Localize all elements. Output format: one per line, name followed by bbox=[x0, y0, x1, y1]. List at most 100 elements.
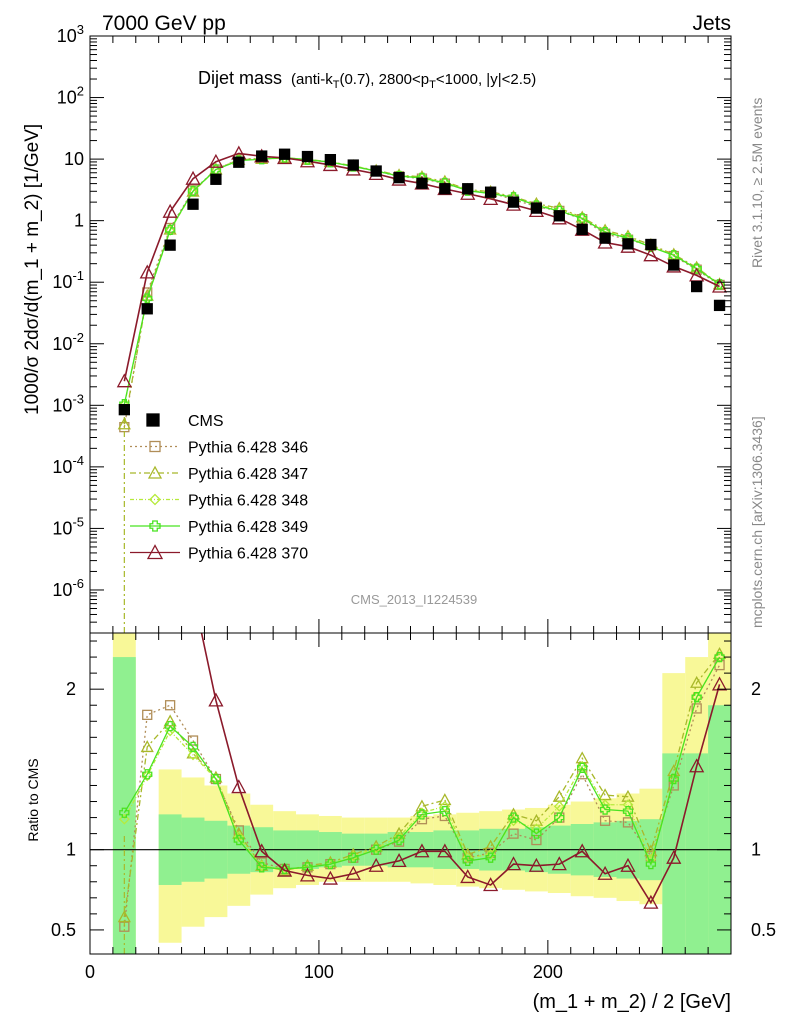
ratio-point-p349 bbox=[554, 812, 565, 823]
ratio-y-tick-label: 1 bbox=[66, 840, 76, 860]
mcplots-label: mcplots.cern.ch [arXiv:1306.3436] bbox=[749, 416, 765, 628]
ratio-point-p370 bbox=[460, 869, 476, 884]
ratio-point-p348 bbox=[553, 800, 565, 812]
ratio-point-p370 bbox=[368, 857, 384, 872]
x-tick-label: 0 bbox=[85, 962, 95, 982]
point-p347 bbox=[117, 417, 131, 430]
y-tick-label: 10 bbox=[64, 149, 84, 169]
ratio-point-p347 bbox=[484, 839, 498, 852]
legend-label: Pythia 6.428 346 bbox=[188, 440, 308, 457]
legend-marker bbox=[146, 544, 164, 560]
ratio-point-p370 bbox=[345, 865, 361, 880]
ratio-point-p346 bbox=[187, 735, 199, 746]
y-tick-label: 1 bbox=[74, 211, 84, 231]
ratio-point-p349 bbox=[439, 806, 450, 817]
ratio-point-p347 bbox=[529, 813, 544, 826]
legend-item: Pythia 6.428 370 bbox=[130, 544, 308, 563]
point-cms bbox=[462, 183, 474, 195]
ratio-point-p370 bbox=[276, 862, 293, 877]
ratio-point-p370 bbox=[437, 843, 453, 858]
ratio-point-p346 bbox=[508, 828, 519, 839]
ratio-point-p346 bbox=[142, 709, 153, 721]
ratio-y-tick-label: 2 bbox=[66, 679, 76, 699]
point-p370 bbox=[643, 247, 659, 262]
point-cms bbox=[622, 238, 634, 250]
ratio-point-p349 bbox=[371, 844, 382, 855]
y-axis-label: 1000/σ 2dσ/d(m_1 + m_2) [1/GeV] bbox=[22, 124, 43, 415]
point-p370 bbox=[116, 373, 132, 388]
plot-title-main: Dijet mass bbox=[198, 68, 282, 88]
legend-item: Pythia 6.428 348 bbox=[130, 493, 308, 510]
legend-marker bbox=[147, 465, 163, 479]
ratio-point-p348 bbox=[347, 850, 359, 862]
ratio-point-p347 bbox=[415, 799, 429, 812]
rivet-version-label: Rivet 3.1.10, ≥ 2.5M events bbox=[749, 98, 765, 268]
plot-title-sub1: T bbox=[333, 79, 340, 91]
point-cms bbox=[507, 196, 520, 208]
ratio-point-p370 bbox=[528, 857, 545, 872]
ratio-point-p349 bbox=[508, 812, 519, 823]
ratio-y-tick-label-right: 0.5 bbox=[751, 920, 776, 940]
point-cms bbox=[668, 259, 680, 271]
y-tick-label: 10-3 bbox=[52, 391, 84, 415]
point-cms bbox=[393, 171, 405, 184]
point-cms bbox=[530, 202, 543, 214]
ratio-point-p348 bbox=[416, 807, 428, 819]
uncertainty-band-inner bbox=[112, 657, 136, 954]
ratio-point-p349 bbox=[233, 834, 244, 846]
point-cms bbox=[278, 148, 291, 160]
point-cms bbox=[484, 186, 497, 198]
legend-label: Pythia 6.428 370 bbox=[188, 546, 308, 563]
ratio-point-p349 bbox=[210, 773, 222, 785]
point-p348 bbox=[187, 186, 199, 198]
ratio-point-p348 bbox=[370, 842, 382, 854]
ratio-point-p347 bbox=[438, 793, 452, 806]
x-axis-label: (m_1 + m_2) / 2 [GeV] bbox=[533, 991, 731, 1013]
point-cms bbox=[118, 404, 130, 416]
ratio-curve-p370 bbox=[200, 633, 721, 905]
ratio-y-tick-label-right: 2 bbox=[751, 679, 761, 699]
legend-item: Pythia 6.428 346 bbox=[130, 440, 308, 457]
ratio-point-p349 bbox=[187, 741, 199, 753]
ratio-point-p370 bbox=[208, 692, 224, 707]
point-cms bbox=[553, 210, 565, 222]
ratio-y-tick-label: 0.5 bbox=[51, 920, 76, 940]
ratio-point-p370 bbox=[483, 877, 499, 892]
ratio-point-p348 bbox=[393, 831, 405, 843]
ratio-point-p347 bbox=[392, 826, 406, 839]
legend-marker bbox=[149, 440, 161, 453]
ratio-point-p370 bbox=[254, 843, 270, 858]
plot-title-sub2: T bbox=[429, 79, 436, 91]
ratio-point-p370 bbox=[643, 894, 659, 909]
plot-title-detail-pre: (anti-k bbox=[291, 71, 333, 88]
plot-title-detail-mid: (0.7), 2800<p bbox=[339, 71, 429, 88]
ratio-point-p349 bbox=[119, 807, 130, 818]
ratio-point-p349 bbox=[622, 806, 634, 817]
ratio-curve-p346 bbox=[123, 664, 721, 927]
point-cms bbox=[141, 303, 153, 315]
plot-title: Dijet mass (anti-kT(0.7), 2800<pT<1000, … bbox=[198, 68, 536, 91]
ratio-point-p349 bbox=[645, 858, 657, 870]
legend-item: Pythia 6.428 349 bbox=[130, 519, 308, 536]
y-tick-label: 10-4 bbox=[52, 453, 84, 477]
ratio-point-p349 bbox=[393, 834, 405, 846]
ratio-point-p348 bbox=[576, 760, 588, 772]
uncertainty-band-inner bbox=[662, 753, 686, 954]
legend-marker bbox=[149, 493, 161, 506]
ratio-point-p370 bbox=[620, 857, 636, 872]
point-p370 bbox=[483, 190, 499, 205]
ratio-point-p370 bbox=[666, 849, 682, 864]
ratio-point-p349 bbox=[599, 804, 611, 815]
point-p370 bbox=[139, 264, 155, 279]
ratio-point-p346 bbox=[691, 703, 702, 714]
ratio-point-p349 bbox=[531, 828, 542, 839]
ratio-panel: 2 2 1 1 0.5 0.5 0 100 200 bbox=[51, 632, 776, 982]
ratio-point-p348 bbox=[187, 749, 199, 761]
point-cms bbox=[347, 159, 359, 171]
ratio-curve-p347 bbox=[123, 653, 721, 918]
legend-label: Pythia 6.428 349 bbox=[188, 519, 308, 536]
ratio-point-p349 bbox=[485, 852, 496, 863]
ratio-y-tick-label-right: 1 bbox=[751, 840, 761, 860]
ratio-point-p349 bbox=[142, 769, 153, 780]
ratio-point-p348 bbox=[141, 770, 153, 782]
